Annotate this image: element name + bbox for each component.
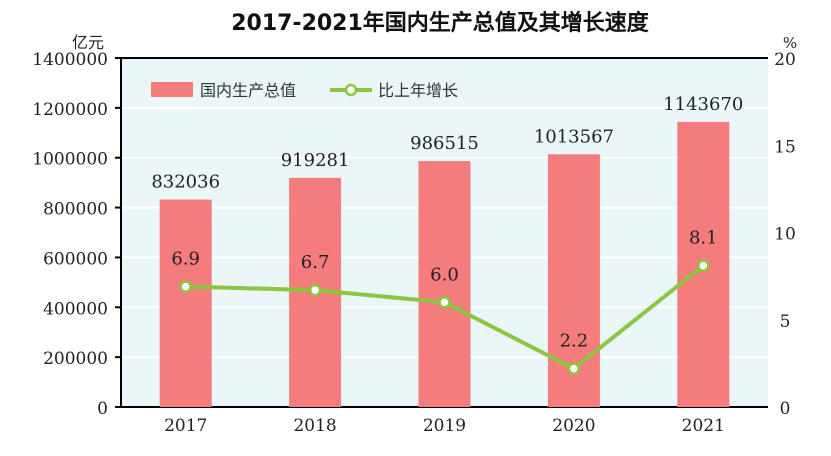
- bar-value-label: 1143670: [663, 94, 743, 115]
- right-tick-label: 10: [774, 225, 796, 245]
- left-tick-label: 1000000: [32, 150, 108, 170]
- left-tick-label: 1200000: [32, 100, 108, 120]
- left-tick-label: 1400000: [32, 50, 108, 70]
- growth-point-2019: [438, 296, 451, 309]
- bar-value-label: 1013567: [534, 126, 614, 147]
- left-tick-label: 0: [97, 399, 108, 419]
- legend: 国内生产总值 比上年增长: [151, 81, 458, 100]
- growth-value-label: 8.1: [689, 228, 718, 249]
- left-tick-label: 200000: [43, 349, 108, 369]
- growth-value-label: 6.9: [171, 249, 200, 270]
- x-tick-label: 2019: [423, 416, 466, 436]
- right-axis-unit: %: [783, 34, 797, 52]
- bar-2019: [418, 161, 471, 407]
- x-tick-label: 2018: [293, 416, 336, 436]
- x-tick-label: 2020: [552, 416, 595, 436]
- bar-value-label: 919281: [281, 150, 350, 171]
- bar-value-label: 832036: [151, 172, 220, 193]
- chart-title: 2017-2021年国内生产总值及其增长速度: [231, 10, 650, 36]
- growth-point-2018: [308, 283, 322, 297]
- growth-value-label: 2.2: [560, 331, 589, 352]
- right-tick-label: 15: [774, 137, 796, 157]
- right-tick-label: 5: [780, 312, 791, 332]
- left-tick-label: 600000: [43, 249, 108, 269]
- right-tick-label: 20: [774, 50, 796, 70]
- bar-value-label: 986515: [410, 133, 479, 154]
- legend-label-growth: 比上年增长: [378, 81, 458, 100]
- growth-value-label: 6.0: [430, 264, 459, 285]
- x-tick-label: 2021: [682, 416, 725, 436]
- legend-swatch-gdp: [151, 82, 193, 97]
- legend-label-gdp: 国内生产总值: [200, 81, 296, 100]
- legend-marker-growth: [344, 83, 358, 97]
- left-tick-label: 400000: [43, 299, 108, 319]
- growth-value-label: 6.7: [301, 252, 330, 273]
- growth-point-2021: [697, 259, 710, 272]
- bar-2017: [159, 199, 212, 407]
- right-tick-label: 0: [780, 399, 791, 419]
- left-axis-unit: 亿元: [72, 33, 104, 52]
- x-tick-label: 2017: [164, 416, 207, 436]
- growth-point-2017: [179, 280, 192, 293]
- left-tick-label: 800000: [43, 200, 108, 220]
- growth-point-2020: [567, 362, 581, 375]
